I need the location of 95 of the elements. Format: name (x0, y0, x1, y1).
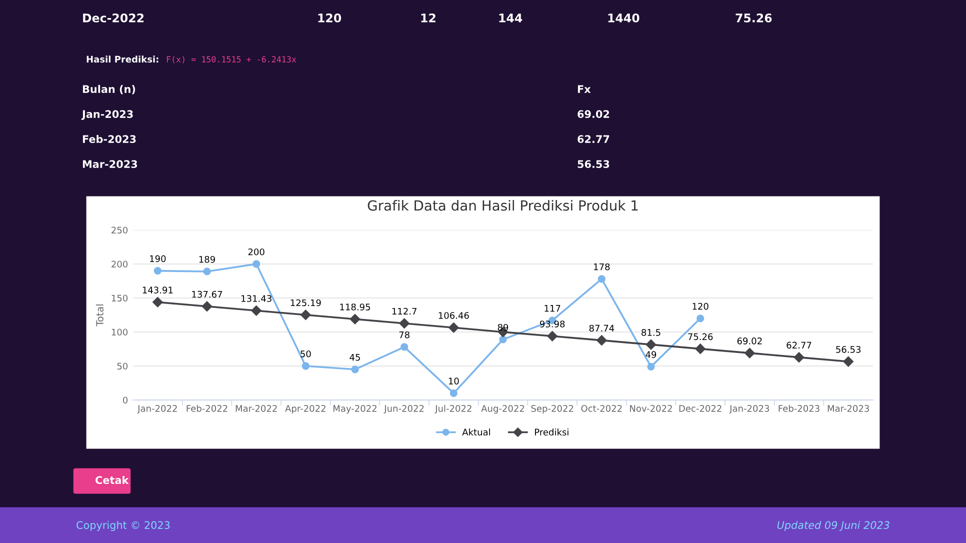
x-tick-label: Nov-2022 (630, 405, 672, 412)
legend-label: Prediksi (535, 428, 568, 436)
data-label: 178 (594, 263, 610, 270)
text: Updated 09 Juni 2023 (777, 520, 890, 532)
data-label: 45 (350, 354, 360, 361)
point (646, 339, 656, 350)
point (300, 310, 311, 320)
text: Fx (578, 85, 591, 93)
y-tick-label: 150 (112, 294, 128, 302)
data-label: 56.53 (836, 346, 861, 353)
legend-label: Aktual (462, 428, 490, 436)
point (547, 330, 558, 342)
data-label: 62.77 (786, 342, 812, 349)
data-label: 190 (150, 255, 166, 262)
point (251, 306, 262, 316)
text: Bulan (n) (82, 84, 136, 94)
data-label: 143.91 (142, 286, 173, 294)
text: Hasil Prediksi: (86, 56, 158, 63)
point (696, 314, 704, 322)
text: Cetak (96, 476, 129, 484)
text: 1440 (608, 13, 640, 22)
point (202, 301, 212, 312)
text: F(x) = 150.1515 + -6.2413x (166, 56, 296, 64)
point (596, 335, 607, 346)
y-axis-title: Total (96, 304, 104, 326)
text: 62.77 (578, 135, 610, 144)
y-tick-label: 50 (117, 362, 128, 370)
data-label: 10 (448, 378, 459, 385)
point (448, 322, 459, 333)
y-tick-label: 250 (112, 226, 128, 234)
point (302, 362, 310, 370)
text: 120 (318, 13, 342, 22)
data-label: 49 (646, 351, 656, 358)
data-label: 69.02 (737, 338, 762, 344)
text: 75.26 (736, 13, 772, 22)
data-label: 89 (498, 324, 508, 331)
point (794, 352, 804, 362)
point (647, 362, 655, 370)
point (154, 266, 162, 275)
data-label: 93.98 (540, 320, 565, 328)
text: 12 (421, 13, 436, 22)
point (252, 260, 260, 268)
x-tick-label: Sep-2022 (531, 405, 574, 414)
point (400, 343, 408, 351)
text: 69.02 (578, 110, 610, 118)
x-tick-label: Mar-2023 (828, 405, 869, 412)
point (350, 314, 360, 324)
data-label: 87.74 (589, 324, 614, 332)
data-label: 50 (300, 350, 311, 358)
x-tick-label: Oct-2022 (581, 405, 622, 412)
text: 144 (499, 14, 522, 22)
text: Copyright © 2023 (76, 520, 170, 532)
x-tick-label: Dec-2022 (679, 405, 722, 412)
data-label: 112.7 (392, 308, 416, 315)
point (695, 344, 706, 354)
point (598, 275, 606, 283)
data-label: 106.46 (438, 312, 469, 319)
y-tick-label: 0 (122, 396, 128, 404)
point (399, 318, 410, 328)
point (450, 389, 458, 398)
x-tick-label: Mar-2022 (236, 405, 277, 412)
x-tick-label: Jan-2023 (729, 405, 770, 414)
text: Mar-2023 (82, 160, 138, 168)
x-tick-label: Jun-2022 (384, 405, 424, 414)
data-label: 78 (399, 331, 410, 338)
point (351, 366, 359, 374)
data-label: 117 (544, 305, 560, 312)
text: 56.53 (578, 160, 610, 168)
point (843, 356, 854, 367)
point (152, 297, 163, 308)
x-tick-label: Feb-2022 (186, 404, 228, 412)
point (499, 336, 507, 344)
data-label: 125.19 (290, 299, 321, 306)
point (744, 348, 755, 358)
x-tick-label: Aug-2022 (481, 405, 524, 414)
data-label: 75.26 (688, 333, 713, 340)
x-tick-label: Jul-2022 (434, 404, 472, 414)
x-tick-label: Apr-2022 (285, 405, 326, 414)
point (203, 268, 211, 276)
data-label: 189 (199, 256, 215, 263)
data-label: 137.67 (192, 290, 222, 298)
data-label: 118.95 (340, 304, 370, 310)
data-label: 131.43 (242, 295, 272, 302)
x-tick-label: Feb-2023 (778, 404, 820, 412)
data-label: 200 (248, 248, 264, 256)
chart-title: Grafik Data dan Hasil Prediksi Produk 1 (368, 200, 638, 211)
text: Feb-2023 (82, 134, 136, 144)
y-tick-label: 200 (112, 260, 128, 268)
x-tick-label: May-2022 (334, 405, 376, 414)
data-label: 120 (692, 302, 708, 310)
x-tick-label: Jan-2022 (137, 405, 177, 414)
text: Jan-2023 (81, 110, 133, 120)
text: Dec-2022 (83, 13, 144, 22)
y-tick-label: 100 (112, 328, 128, 336)
data-label: 81.5 (642, 329, 660, 336)
